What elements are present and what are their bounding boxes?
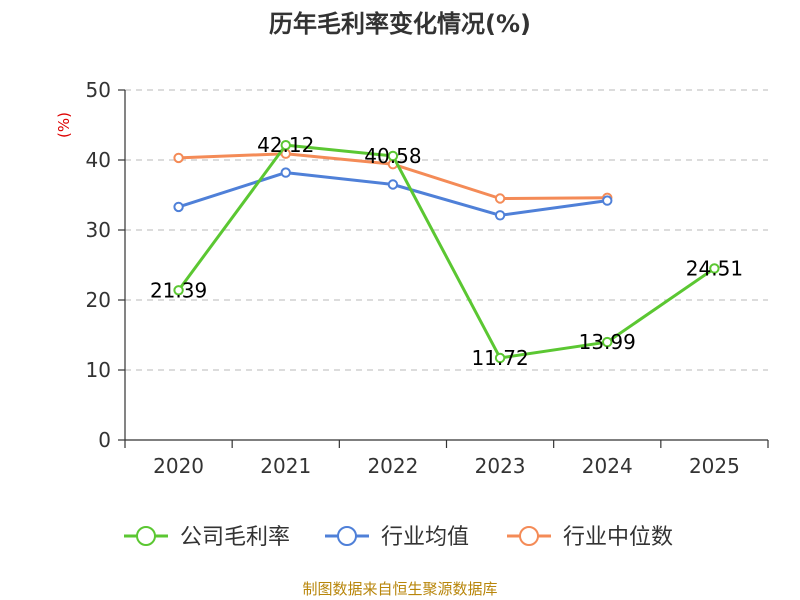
data-label: 11.72 — [471, 346, 528, 370]
x-tick-label: 2020 — [153, 454, 204, 478]
x-tick-label: 2021 — [260, 454, 311, 478]
data-point — [387, 179, 399, 190]
data-point — [709, 263, 720, 274]
legend: 公司毛利率 行业均值 行业中位数 — [124, 525, 673, 550]
legend-label: 行业中位数 — [563, 525, 673, 550]
y-tick-label: 40 — [86, 148, 111, 172]
x-tick-label: 2024 — [582, 454, 633, 478]
data-point — [280, 139, 291, 151]
data-point — [494, 210, 506, 221]
y-tick-label: 30 — [86, 218, 111, 242]
y-axis-label: (%) — [55, 112, 73, 138]
x-tick-label: 2022 — [367, 454, 418, 478]
data-point — [602, 336, 613, 348]
data-point — [280, 167, 291, 178]
series-line — [178, 171, 608, 217]
axes: 0 10 20 30 40 50 2020 2021 2022 2023 2024 2025 — [86, 78, 769, 478]
series-lines — [173, 139, 720, 364]
data-label: 13.99 — [579, 330, 636, 354]
data-label: 21.39 — [150, 278, 207, 302]
source-note: 制图数据来自恒生聚源数据库 — [302, 580, 497, 598]
legend-label: 行业均值 — [381, 525, 469, 550]
gridlines — [125, 89, 768, 371]
x-tick-label: 2025 — [689, 454, 740, 478]
data-point — [173, 285, 184, 296]
data-label: 40.58 — [364, 144, 421, 168]
legend-marker — [519, 526, 539, 546]
legend-marker — [337, 526, 357, 546]
y-tick-label: 0 — [98, 428, 111, 452]
series-line — [177, 143, 716, 360]
data-label: 42.12 — [257, 133, 314, 157]
data-point — [602, 195, 613, 206]
x-tick-label: 2023 — [475, 454, 526, 478]
legend-label: 公司毛利率 — [180, 525, 290, 550]
data-point — [494, 193, 506, 204]
data-point — [387, 150, 399, 162]
data-point — [494, 352, 506, 364]
data-point — [173, 201, 184, 213]
y-tick-label: 50 — [86, 78, 111, 102]
y-tick-label: 10 — [86, 358, 111, 382]
chart-title: 历年毛利率变化情况(%) — [269, 10, 531, 38]
data-point — [173, 152, 184, 164]
data-label: 24.51 — [686, 256, 743, 280]
data-labels: 21.39 42.12 40.58 11.72 13.99 24.51 — [150, 133, 743, 370]
legend-marker — [136, 526, 156, 546]
y-tick-label: 20 — [86, 288, 111, 312]
